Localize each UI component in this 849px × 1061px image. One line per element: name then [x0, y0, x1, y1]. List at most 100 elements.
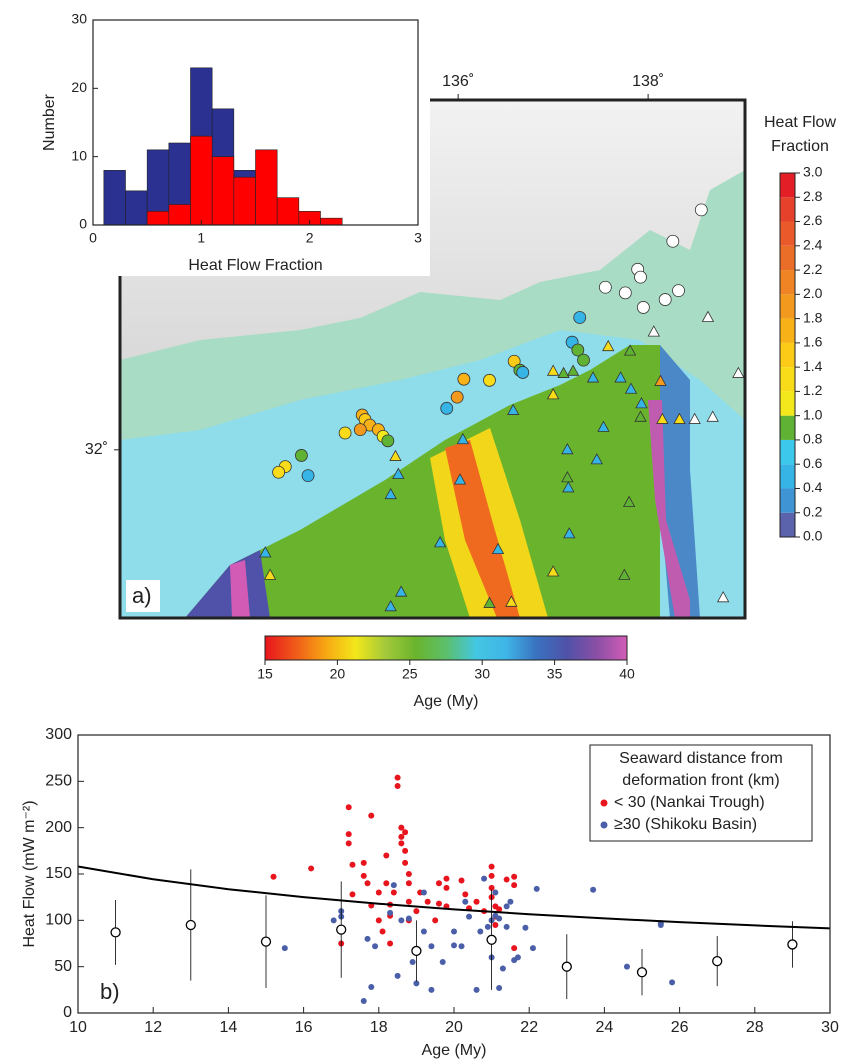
histogram-bar [321, 218, 343, 225]
data-point [440, 959, 446, 965]
x-tick-label: 28 [746, 1019, 764, 1036]
y-tick-label: 30 [71, 11, 87, 27]
data-point [406, 899, 412, 905]
heat-flow-site [695, 204, 707, 216]
heat-flow-site [659, 294, 671, 306]
legend-marker [601, 822, 608, 829]
data-point [590, 887, 596, 893]
data-point [365, 936, 371, 942]
y-tick-label: 50 [54, 958, 72, 975]
colorbar-segment [780, 222, 795, 246]
colorbar-segment [780, 270, 795, 294]
data-point [477, 928, 483, 934]
histogram-bar [277, 198, 299, 225]
data-point [466, 914, 472, 920]
y-tick-label: 0 [79, 216, 87, 232]
data-point [451, 928, 457, 934]
binned-mean [638, 968, 647, 977]
data-point [398, 917, 404, 923]
data-point [402, 860, 408, 866]
colorbar-segment [780, 440, 795, 464]
heat-flow-site [458, 373, 470, 385]
heat-flow-site [273, 466, 285, 478]
colorbar-segment [780, 294, 795, 318]
colorbar-segment [780, 513, 795, 537]
x-tick-label: 22 [520, 1019, 538, 1036]
data-point [346, 831, 352, 837]
binned-mean [412, 946, 421, 955]
data-point [372, 943, 378, 949]
x-tick-label: 3 [414, 230, 422, 246]
data-point [504, 877, 510, 883]
colorbar-segment [780, 197, 795, 221]
binned-mean [111, 928, 120, 937]
data-point [365, 880, 371, 886]
x-tick-label: 18 [370, 1019, 388, 1036]
data-point [624, 964, 630, 970]
x-axis-label: Heat Flow Fraction [188, 257, 322, 274]
heat-flow-site [667, 235, 679, 247]
data-point [451, 942, 457, 948]
colorbar-title: Heat Flow [764, 114, 836, 131]
y-tick-label: 32˚ [85, 441, 108, 458]
colorbar-segment [780, 343, 795, 367]
data-point [376, 890, 382, 896]
binned-mean [262, 937, 271, 946]
data-point [406, 915, 412, 921]
data-point [462, 899, 468, 905]
data-point [402, 848, 408, 854]
binned-mean [186, 920, 195, 929]
heat-flow-site [635, 271, 647, 283]
x-tick-label: 2 [306, 230, 314, 246]
x-tick-label: 10 [69, 1019, 87, 1036]
data-point [534, 886, 540, 892]
heat-flow-site [574, 312, 586, 324]
colorbar-tick-label: 1.4 [803, 358, 823, 374]
data-point [496, 985, 502, 991]
legend-label: ≥30 (Shikoku Basin) [614, 816, 757, 833]
histogram-bar [256, 150, 278, 225]
data-point [522, 925, 528, 931]
x-tick-label: 1 [197, 230, 205, 246]
binned-mean [487, 935, 496, 944]
data-point [530, 945, 536, 951]
colorbar-tick-label: 0.0 [803, 528, 823, 544]
colorbar-tick-label: 1.2 [803, 382, 823, 398]
x-tick-label: 136˚ [442, 73, 474, 90]
x-tick-label: 26 [671, 1019, 689, 1036]
data-point [492, 890, 498, 896]
data-point [308, 865, 314, 871]
data-point [428, 987, 434, 993]
colorbar-tick-label: 1.8 [803, 309, 823, 325]
data-point [496, 915, 502, 921]
colorbar-tick-label: 0.6 [803, 455, 823, 471]
y-tick-label: 100 [45, 912, 72, 929]
colorbar-tick-label: 25 [402, 666, 418, 682]
data-point [459, 877, 465, 883]
colorbar-tick-label: 2.6 [803, 212, 823, 228]
data-point [500, 966, 506, 972]
y-tick-label: 300 [45, 726, 72, 743]
data-point [368, 984, 374, 990]
binned-mean [788, 940, 797, 949]
data-point [398, 840, 404, 846]
x-tick-label: 24 [596, 1019, 614, 1036]
x-axis-label: Age (My) [422, 1042, 487, 1059]
data-point [432, 917, 438, 923]
data-point [387, 941, 393, 947]
data-point [271, 874, 277, 880]
colorbar-tick-label: 35 [547, 666, 563, 682]
y-tick-label: 250 [45, 773, 72, 790]
histogram-bar [126, 191, 148, 225]
data-point [489, 873, 495, 879]
data-point [361, 860, 367, 866]
colorbar-tick-label: 1.0 [803, 406, 823, 422]
y-axis-label: Heat Flow (mW m⁻²) [21, 800, 38, 947]
data-point [421, 928, 427, 934]
data-point [395, 783, 401, 789]
colorbar-segment [780, 464, 795, 488]
y-tick-label: 150 [45, 865, 72, 882]
data-point [376, 917, 382, 923]
data-point [395, 775, 401, 781]
legend-marker [601, 800, 608, 807]
